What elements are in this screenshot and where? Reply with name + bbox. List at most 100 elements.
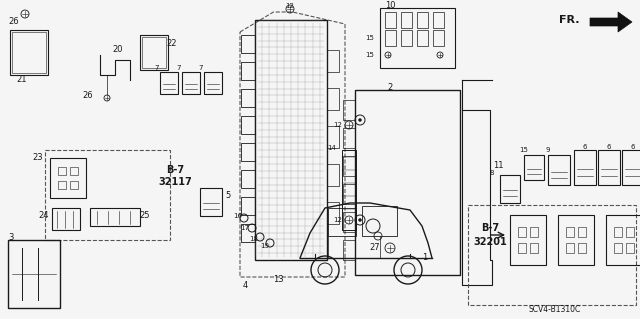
Bar	[140, 35, 168, 70]
Bar	[50, 158, 86, 198]
Bar	[70, 167, 77, 175]
Bar	[401, 30, 412, 46]
Text: B-7: B-7	[481, 223, 499, 233]
Bar	[598, 150, 620, 185]
Bar	[58, 181, 65, 189]
Bar	[417, 12, 428, 28]
Bar	[160, 72, 178, 94]
Text: 2: 2	[387, 84, 392, 93]
Bar	[343, 156, 355, 176]
Text: 22: 22	[167, 40, 177, 48]
Bar	[241, 62, 255, 80]
Bar	[343, 212, 355, 232]
Bar	[343, 184, 355, 204]
Text: 9: 9	[546, 147, 550, 153]
Bar	[204, 72, 222, 94]
Text: B-7: B-7	[166, 165, 184, 175]
Bar	[548, 155, 570, 185]
Bar	[343, 240, 355, 260]
Bar	[500, 175, 520, 203]
Bar	[241, 116, 255, 134]
Bar	[380, 8, 455, 68]
Bar	[327, 50, 339, 72]
Bar	[182, 72, 200, 94]
Bar	[142, 37, 166, 68]
Bar	[622, 150, 640, 185]
Text: 4: 4	[243, 280, 248, 290]
Bar	[8, 240, 60, 308]
Text: 15: 15	[365, 52, 374, 58]
Text: 12: 12	[285, 3, 294, 9]
Text: 16: 16	[234, 213, 243, 219]
Text: 17: 17	[241, 225, 250, 231]
Bar	[328, 208, 356, 236]
Bar	[531, 227, 538, 237]
Text: 7: 7	[177, 65, 181, 71]
Bar	[10, 30, 48, 75]
Bar	[362, 206, 397, 236]
Text: 19: 19	[260, 243, 269, 249]
Text: 5: 5	[225, 191, 230, 201]
Circle shape	[358, 219, 362, 221]
Bar	[433, 12, 444, 28]
Text: 21: 21	[17, 76, 28, 85]
Text: 23: 23	[33, 153, 44, 162]
Bar	[200, 188, 222, 216]
Bar	[566, 227, 573, 237]
Text: SCV4-B1310C: SCV4-B1310C	[529, 306, 581, 315]
Text: 32117: 32117	[158, 177, 192, 187]
Bar	[327, 126, 339, 148]
Bar	[342, 150, 356, 230]
Bar	[606, 215, 640, 265]
Bar	[241, 224, 255, 242]
Bar	[241, 197, 255, 215]
Text: 25: 25	[140, 211, 150, 219]
Text: 12: 12	[333, 122, 342, 128]
Bar	[90, 208, 140, 226]
Bar	[241, 170, 255, 188]
Text: 13: 13	[273, 276, 284, 285]
Bar	[385, 30, 396, 46]
Bar	[433, 30, 444, 46]
Bar	[343, 128, 355, 148]
Text: 20: 20	[113, 46, 124, 55]
Bar	[627, 243, 634, 253]
Bar	[574, 150, 596, 185]
Bar	[518, 243, 525, 253]
Text: 1: 1	[422, 254, 428, 263]
Text: 7: 7	[155, 65, 159, 71]
Text: 11: 11	[493, 160, 503, 169]
Text: 18: 18	[250, 236, 259, 242]
Bar	[614, 227, 621, 237]
Bar	[579, 243, 586, 253]
Bar	[468, 205, 636, 305]
Text: 24: 24	[39, 211, 49, 219]
Bar	[614, 243, 621, 253]
Bar	[566, 243, 573, 253]
Text: 14: 14	[328, 145, 337, 151]
Bar	[627, 227, 634, 237]
Bar	[579, 227, 586, 237]
Text: 15: 15	[520, 147, 529, 153]
Bar	[52, 208, 80, 230]
Text: 8: 8	[490, 170, 494, 176]
Text: 15: 15	[365, 35, 374, 41]
Text: FR.: FR.	[559, 15, 580, 25]
Bar	[355, 90, 460, 275]
Text: 26: 26	[9, 18, 19, 26]
Bar	[510, 215, 546, 265]
Bar	[241, 35, 255, 53]
Bar	[327, 202, 339, 224]
Circle shape	[358, 118, 362, 122]
Bar	[518, 227, 525, 237]
Text: 7: 7	[199, 65, 204, 71]
Bar	[12, 32, 46, 73]
Bar	[241, 143, 255, 161]
Text: 10: 10	[385, 2, 396, 11]
Text: 6: 6	[583, 144, 588, 150]
Bar	[343, 100, 355, 120]
Bar	[417, 30, 428, 46]
Bar	[255, 20, 327, 260]
Bar	[385, 12, 396, 28]
Polygon shape	[590, 12, 632, 32]
